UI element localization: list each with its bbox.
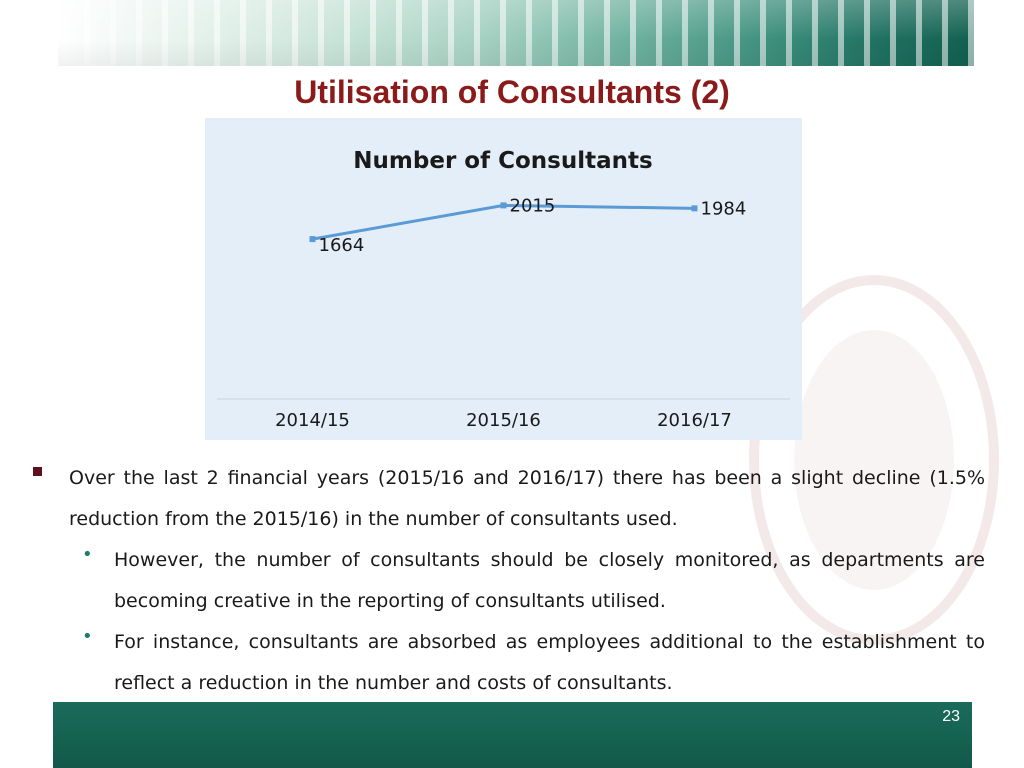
- sub-bullet-text: However, the number of consultants shoul…: [114, 549, 985, 612]
- x-tick-label: 2015/16: [466, 410, 541, 431]
- watermark-logo: [749, 275, 999, 645]
- header-banner-shade: [58, 0, 974, 66]
- data-point: [691, 205, 698, 212]
- data-point: [500, 202, 507, 209]
- dot-bullet-icon: •: [82, 544, 93, 565]
- line-chart: Number of Consultants 2014/15 2015/16 2016…: [205, 118, 802, 440]
- data-label: 1664: [319, 235, 365, 256]
- square-bullet-icon: [33, 467, 42, 476]
- sub-bullet-text: For instance, consultants are absorbed a…: [114, 631, 985, 694]
- bullet-text: Over the last 2 financial years (2015/16…: [69, 467, 985, 530]
- data-label: 1984: [701, 198, 747, 219]
- sub-bullet-item: • However, the number of consultants sho…: [30, 540, 985, 622]
- bullet-item: Over the last 2 financial years (2015/16…: [30, 458, 985, 540]
- x-tick-label: 2014/15: [275, 410, 350, 431]
- chart-canvas: Number of Consultants 2014/15 2015/16 2016…: [217, 148, 790, 431]
- dot-bullet-icon: •: [82, 626, 93, 647]
- page-title: Utilisation of Consultants (2): [294, 74, 730, 110]
- footer-banner: 23: [53, 702, 972, 768]
- data-label: 2015: [510, 195, 556, 216]
- page-number: 23: [942, 708, 960, 725]
- header-banner: [58, 0, 974, 66]
- x-tick-label: 2016/17: [657, 410, 732, 431]
- bullet-list: Over the last 2 financial years (2015/16…: [30, 458, 985, 704]
- chart-title: Number of Consultants: [353, 148, 652, 174]
- data-point: [309, 236, 316, 243]
- header-banner-stripes: [58, 0, 974, 66]
- sub-bullet-item: • For instance, consultants are absorbed…: [30, 622, 985, 704]
- series-line: [312, 203, 695, 241]
